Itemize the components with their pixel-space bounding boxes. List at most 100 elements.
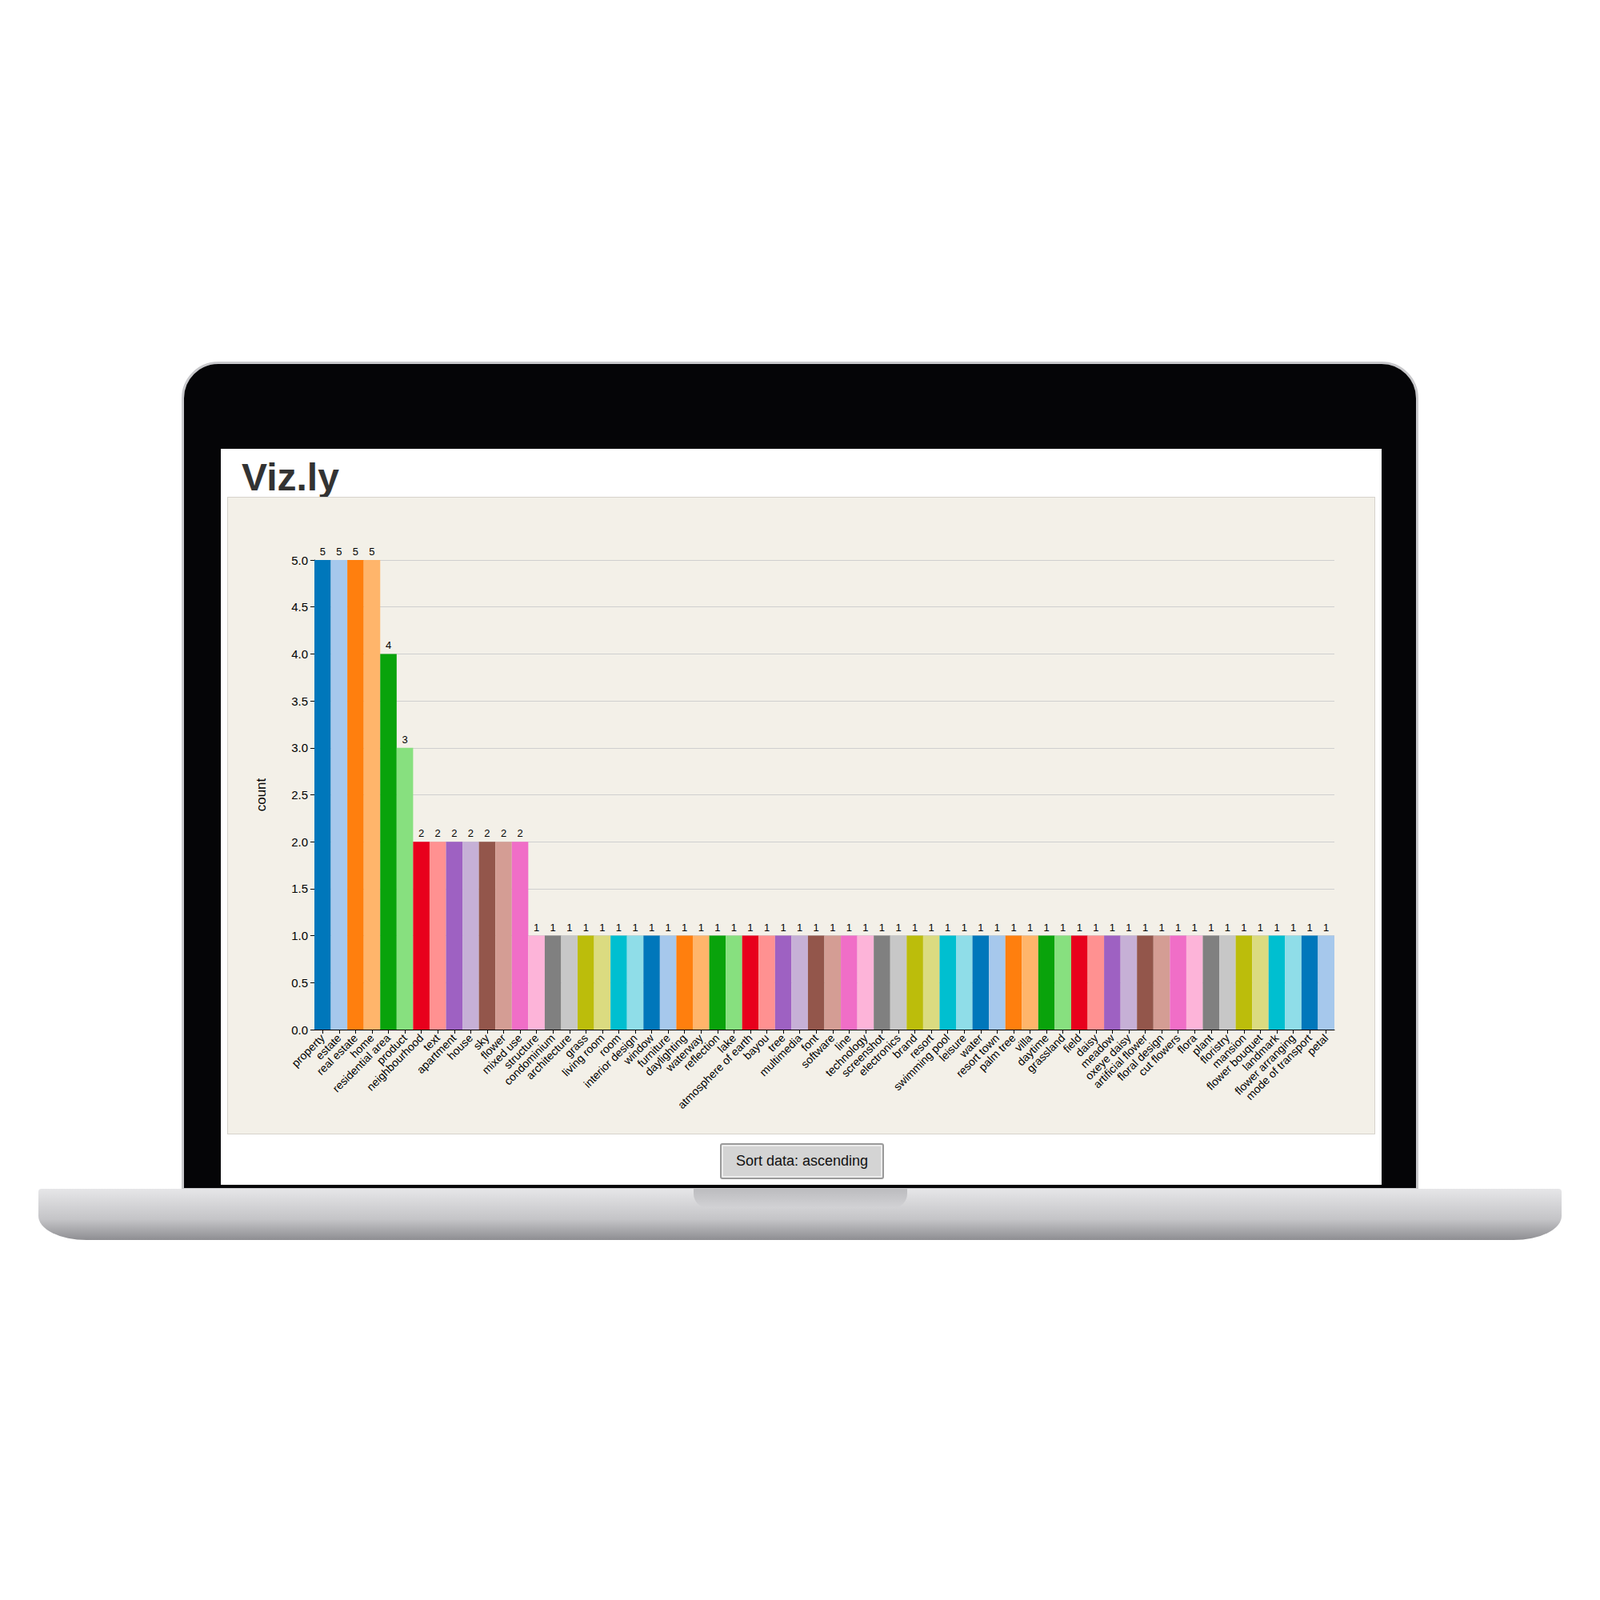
svg-text:interior design: interior design (580, 1031, 640, 1091)
svg-text:5.0: 5.0 (291, 553, 308, 568)
svg-text:cut flowers: cut flowers (1136, 1031, 1184, 1079)
svg-text:1: 1 (583, 921, 589, 934)
svg-text:1: 1 (747, 921, 753, 934)
svg-text:1: 1 (1323, 921, 1329, 934)
svg-text:4.5: 4.5 (291, 600, 308, 614)
svg-text:1: 1 (648, 921, 655, 934)
svg-text:1: 1 (1027, 921, 1033, 934)
svg-text:1: 1 (599, 921, 605, 934)
svg-text:1: 1 (1273, 921, 1280, 934)
svg-text:2.0: 2.0 (291, 835, 308, 849)
svg-text:1: 1 (1044, 921, 1050, 934)
svg-text:1: 1 (1060, 921, 1066, 934)
svg-text:flower bouquet: flower bouquet (1203, 1031, 1265, 1093)
svg-text:1: 1 (1158, 921, 1164, 934)
svg-text:technology: technology (822, 1031, 871, 1079)
svg-text:1.0: 1.0 (291, 928, 308, 943)
svg-text:2: 2 (435, 827, 441, 840)
svg-text:1: 1 (977, 921, 984, 934)
svg-text:house: house (444, 1031, 476, 1062)
svg-text:1: 1 (764, 921, 770, 934)
svg-text:5: 5 (352, 545, 359, 558)
svg-text:petal: petal (1304, 1031, 1332, 1058)
svg-text:1: 1 (813, 921, 820, 934)
svg-text:condominium: condominium (501, 1031, 558, 1088)
svg-text:neighbourhood: neighbourhood (364, 1031, 426, 1093)
svg-text:1: 1 (944, 921, 951, 934)
svg-text:2.5: 2.5 (291, 788, 308, 802)
svg-text:5: 5 (368, 545, 375, 558)
svg-text:1: 1 (1290, 921, 1296, 934)
svg-text:real estate: real estate (314, 1031, 361, 1078)
svg-text:1: 1 (912, 921, 918, 934)
svg-text:2: 2 (516, 827, 523, 840)
svg-text:grassland: grassland (1024, 1031, 1068, 1075)
svg-text:1: 1 (1240, 921, 1247, 934)
svg-text:atmosphere of earth: atmosphere of earth (675, 1031, 756, 1112)
svg-text:1: 1 (681, 921, 688, 934)
svg-text:1: 1 (879, 921, 885, 934)
svg-text:0.0: 0.0 (291, 1023, 308, 1037)
svg-text:1: 1 (1109, 921, 1116, 934)
svg-text:1: 1 (1175, 921, 1181, 934)
svg-text:1: 1 (1307, 921, 1313, 934)
svg-text:4.0: 4.0 (291, 647, 308, 661)
svg-text:1: 1 (862, 921, 868, 934)
svg-text:1: 1 (632, 921, 638, 934)
svg-text:2: 2 (468, 827, 474, 840)
svg-text:daylighting: daylighting (642, 1031, 690, 1079)
svg-text:architecture: architecture (523, 1031, 574, 1082)
svg-text:2: 2 (451, 827, 457, 840)
svg-text:1: 1 (616, 921, 622, 934)
svg-text:2: 2 (500, 827, 507, 840)
svg-text:1: 1 (1010, 921, 1016, 934)
svg-text:1: 1 (550, 921, 556, 934)
svg-text:palm tree: palm tree (976, 1031, 1019, 1074)
svg-text:1: 1 (829, 921, 836, 934)
svg-text:2: 2 (484, 827, 490, 840)
svg-text:5: 5 (336, 545, 342, 558)
svg-text:3.5: 3.5 (291, 694, 308, 708)
svg-text:flower arranging: flower arranging (1232, 1031, 1298, 1098)
svg-text:1: 1 (780, 921, 786, 934)
svg-text:artificial flower: artificial flower (1090, 1031, 1150, 1091)
svg-text:1: 1 (928, 921, 935, 934)
svg-text:1: 1 (665, 921, 672, 934)
svg-text:1: 1 (895, 921, 901, 934)
svg-text:screenshot: screenshot (838, 1031, 887, 1080)
svg-text:1: 1 (1192, 921, 1198, 934)
svg-text:1: 1 (846, 921, 852, 934)
svg-text:3.0: 3.0 (291, 740, 308, 755)
svg-text:5: 5 (320, 545, 326, 558)
svg-text:0.5: 0.5 (291, 976, 308, 990)
svg-text:living room: living room (559, 1031, 607, 1079)
svg-text:oxeye daisy: oxeye daisy (1082, 1031, 1134, 1083)
svg-text:1: 1 (994, 921, 1000, 934)
svg-text:1: 1 (566, 921, 572, 934)
svg-text:2: 2 (418, 827, 424, 840)
svg-text:1: 1 (961, 921, 968, 934)
svg-text:1: 1 (1076, 921, 1083, 934)
svg-text:1: 1 (731, 921, 737, 934)
svg-text:1: 1 (698, 921, 704, 934)
svg-text:electronics: electronics (856, 1031, 903, 1079)
svg-text:1: 1 (1125, 921, 1132, 934)
svg-text:swimming pool: swimming pool (890, 1031, 953, 1093)
svg-text:multimedia: multimedia (756, 1031, 804, 1079)
svg-text:1: 1 (1142, 921, 1148, 934)
svg-text:1: 1 (1208, 921, 1214, 934)
svg-text:1: 1 (796, 921, 803, 934)
svg-text:1: 1 (1092, 921, 1099, 934)
svg-text:1.5: 1.5 (291, 881, 308, 896)
svg-text:count: count (253, 777, 269, 812)
svg-text:floral design: floral design (1114, 1031, 1167, 1084)
svg-text:3: 3 (401, 733, 408, 746)
svg-text:resort town: resort town (953, 1031, 1002, 1080)
svg-text:1: 1 (1257, 921, 1264, 934)
svg-text:mode of transport: mode of transport (1243, 1031, 1315, 1103)
svg-text:4: 4 (385, 639, 392, 652)
svg-text:residential area: residential area (329, 1031, 393, 1095)
svg-text:1: 1 (714, 921, 720, 934)
svg-text:1: 1 (533, 921, 540, 934)
svg-text:1: 1 (1224, 921, 1231, 934)
